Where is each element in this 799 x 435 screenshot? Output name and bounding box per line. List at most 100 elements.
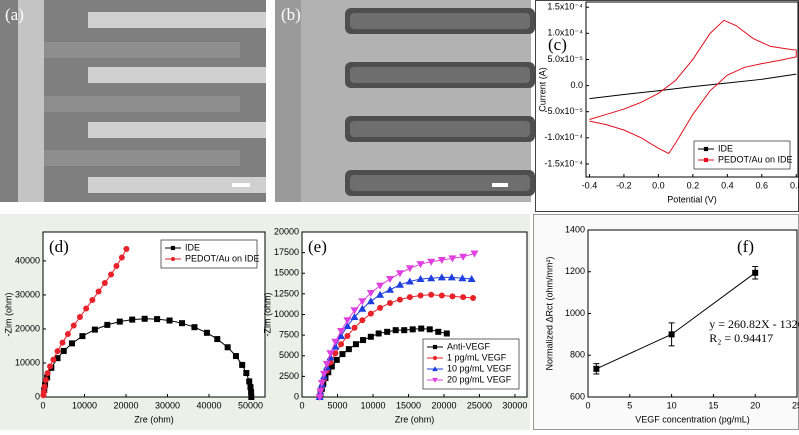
x-tick-label: 0.2 bbox=[687, 180, 700, 190]
marker bbox=[460, 294, 467, 301]
x-axis-label: Potential (V) bbox=[667, 194, 717, 204]
marker bbox=[316, 388, 325, 396]
panel-label: (f) bbox=[737, 237, 754, 256]
legend-label: Anti-VEGF bbox=[447, 341, 491, 351]
legend-label: PEDOT/Au on IDE bbox=[185, 253, 260, 263]
x-axis-label: Zre (ohm) bbox=[395, 414, 435, 424]
marker bbox=[42, 376, 49, 383]
marker bbox=[104, 321, 111, 328]
marker bbox=[108, 271, 115, 278]
y-axis-label: Normalized ΔRct (ohm/mm²) bbox=[544, 256, 554, 370]
marker bbox=[386, 285, 395, 293]
y-tick-label: 17500 bbox=[274, 247, 299, 257]
legend-label: PEDOT/Au on IDE bbox=[718, 154, 793, 164]
legend-label: 10 pg/mL VEGF bbox=[447, 363, 512, 373]
y-tick-label: 12500 bbox=[274, 288, 299, 298]
x-tick-label: 10000 bbox=[72, 400, 97, 410]
legend-marker bbox=[432, 377, 438, 383]
marker bbox=[317, 379, 326, 387]
legend-marker bbox=[432, 344, 438, 350]
legend-marker bbox=[432, 355, 438, 361]
x-axis-label: Zre (ohm) bbox=[134, 414, 174, 424]
legend-label: IDE bbox=[185, 242, 200, 252]
marker bbox=[113, 263, 120, 270]
marker bbox=[343, 322, 352, 330]
marker bbox=[328, 363, 335, 370]
annotation: R₂ = 0.94417 bbox=[709, 331, 773, 345]
marker bbox=[337, 331, 346, 339]
marker bbox=[64, 331, 71, 338]
marker bbox=[76, 314, 83, 321]
x-axis-label: VEGF concentration (pg/mL) bbox=[635, 414, 750, 424]
x-tick-label: 40000 bbox=[196, 400, 221, 410]
y-tick-label: 0.0 bbox=[570, 80, 583, 90]
marker bbox=[232, 353, 239, 360]
marker bbox=[224, 344, 231, 351]
panel-label: (b) bbox=[281, 5, 301, 24]
marker bbox=[752, 269, 759, 276]
marker bbox=[593, 365, 600, 372]
y-tick-label: 0 bbox=[294, 391, 299, 401]
y-tick-label: 1000 bbox=[565, 308, 585, 318]
marker bbox=[60, 347, 67, 354]
micrograph-a: (a) bbox=[0, 0, 266, 202]
marker bbox=[470, 250, 479, 258]
marker bbox=[339, 351, 346, 358]
panel-label: (d) bbox=[49, 237, 69, 256]
marker bbox=[191, 324, 198, 331]
marker bbox=[248, 389, 255, 396]
y-tick-label: 7500 bbox=[279, 330, 299, 340]
marker bbox=[395, 270, 404, 278]
marker bbox=[350, 312, 359, 320]
legend-box bbox=[693, 140, 791, 170]
marker bbox=[416, 275, 425, 283]
marker bbox=[470, 295, 477, 301]
marker bbox=[239, 361, 246, 368]
marker bbox=[395, 280, 404, 288]
y-tick-label: -5.0x10⁻⁵ bbox=[544, 106, 583, 116]
marker bbox=[69, 340, 76, 347]
marker bbox=[376, 282, 385, 290]
marker bbox=[437, 257, 446, 265]
x-tick-label: 0.4 bbox=[721, 180, 734, 190]
y-tick-label: 40000 bbox=[15, 255, 40, 265]
marker bbox=[214, 336, 221, 343]
marker bbox=[50, 356, 57, 363]
marker bbox=[417, 292, 424, 299]
marker bbox=[179, 320, 186, 327]
marker bbox=[166, 317, 173, 324]
marker bbox=[366, 290, 375, 298]
legend-label: 20 pg/mL VEGF bbox=[447, 374, 512, 384]
marker bbox=[367, 310, 374, 317]
x-tick-label: 25 bbox=[792, 400, 799, 410]
y-tick-label: 5.0x10⁻⁵ bbox=[547, 54, 583, 64]
y-tick-label: 20000 bbox=[274, 226, 299, 236]
x-tick-label: 0 bbox=[585, 400, 590, 410]
x-tick-label: -0.4 bbox=[582, 180, 598, 190]
x-tick-label: 20 bbox=[750, 400, 760, 410]
x-tick-label: 20000 bbox=[113, 400, 138, 410]
marker bbox=[443, 330, 450, 337]
x-tick-label: 0.6 bbox=[756, 180, 769, 190]
legend-marker bbox=[703, 157, 709, 163]
marker bbox=[396, 296, 403, 303]
plot-area bbox=[587, 229, 798, 398]
marker bbox=[376, 290, 385, 298]
y-axis-label: -Zim (ohm) bbox=[262, 293, 272, 337]
legend-marker bbox=[432, 366, 438, 372]
marker bbox=[154, 316, 161, 323]
y-tick-label: -1.5x10⁻⁴ bbox=[544, 158, 583, 168]
marker bbox=[358, 298, 367, 306]
marker bbox=[416, 261, 425, 269]
marker bbox=[83, 305, 90, 312]
y-axis-label: -Zim (ohm) bbox=[3, 293, 13, 337]
marker bbox=[449, 293, 456, 300]
y-tick-label: 15000 bbox=[274, 268, 299, 278]
y-tick-label: 10000 bbox=[274, 309, 299, 319]
marker bbox=[248, 394, 255, 400]
x-tick-label: 15000 bbox=[396, 400, 421, 410]
y-tick-label: 5000 bbox=[279, 350, 299, 360]
x-tick-label: 5 bbox=[627, 400, 632, 410]
marker bbox=[59, 339, 66, 346]
